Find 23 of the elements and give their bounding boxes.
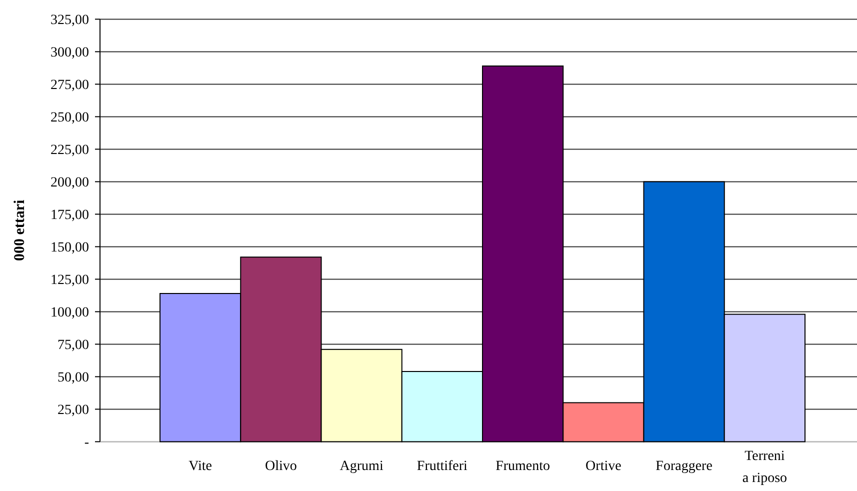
y-tick-label: 275,00 bbox=[50, 78, 89, 94]
y-tick-label: - bbox=[84, 436, 90, 451]
y-tick-label: 25,00 bbox=[58, 403, 89, 418]
y-tick-label: 50,00 bbox=[58, 370, 89, 386]
x-tick-label: Olivo bbox=[264, 459, 297, 474]
y-tick-label: 200,00 bbox=[50, 176, 89, 191]
y-tick-label: 150,00 bbox=[50, 240, 89, 256]
x-tick-label: Vite bbox=[188, 459, 212, 474]
y-tick-label: 300,00 bbox=[50, 46, 89, 61]
y-axis-title: 000 ettari bbox=[12, 200, 28, 262]
x-tick-label: Terreni a riposo bbox=[742, 449, 788, 486]
y-tick-label: 225,00 bbox=[50, 143, 89, 158]
y-tick-label: 125,00 bbox=[50, 273, 89, 288]
y-tick-label: 325,00 bbox=[50, 13, 89, 28]
y-tick-label: 75,00 bbox=[58, 338, 89, 354]
y-tick-label: 250,00 bbox=[50, 110, 89, 126]
y-tick-label: 100,00 bbox=[50, 306, 89, 321]
y-tick-label: 175,00 bbox=[50, 208, 89, 224]
x-tick-label: Frumento bbox=[496, 459, 550, 474]
x-tick-label: Foraggere bbox=[656, 459, 712, 474]
x-tick-label: Ortive bbox=[586, 459, 622, 474]
x-tick-label: Fruttiferi bbox=[416, 459, 468, 474]
x-tick-label: Agrumi bbox=[340, 459, 384, 474]
